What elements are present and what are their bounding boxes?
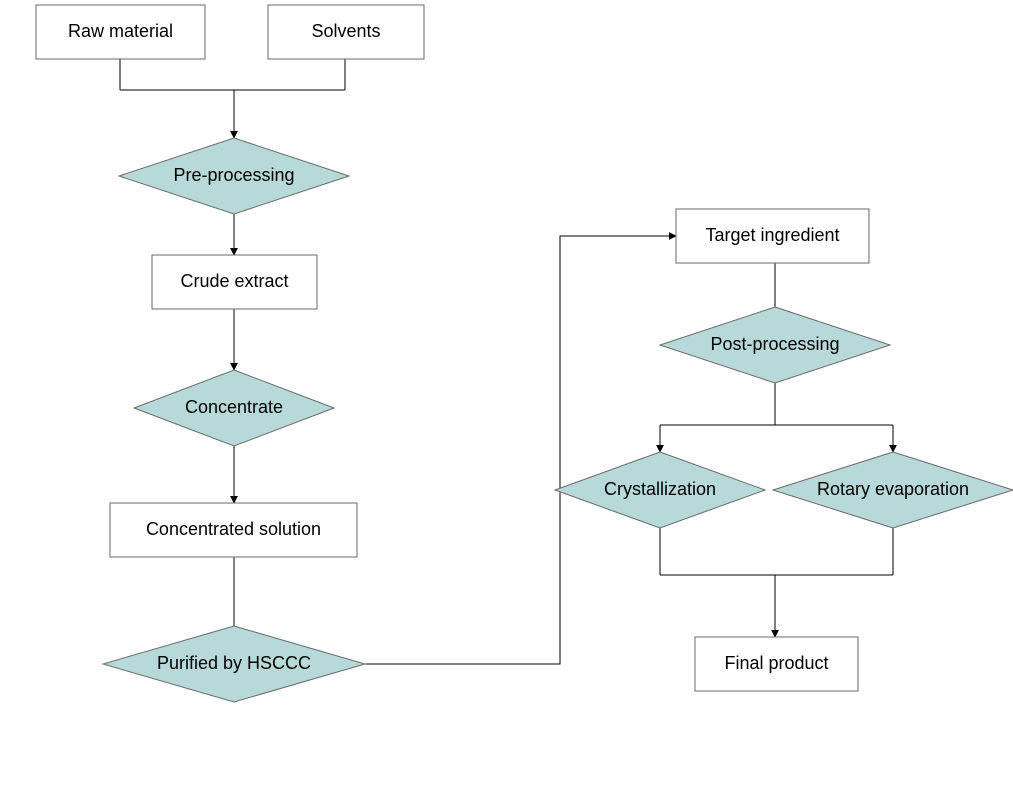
node-label-crude-extract: Crude extract (180, 271, 288, 291)
nodes-group: Raw material Solvents Pre-processing Crude … (36, 5, 1013, 702)
node-label-solvents: Solvents (311, 21, 380, 41)
node-label-raw-material: Raw material (68, 21, 173, 41)
node-raw-material: Raw material (36, 5, 205, 59)
node-target-ingredient: Target ingredient (676, 209, 869, 263)
node-label-concentrate: Concentrate (185, 397, 283, 417)
node-label-post-processing: Post-processing (710, 334, 839, 354)
node-concentrate: Concentrate (134, 370, 334, 446)
flowchart-diagram: Raw material Solvents Pre-processing Crude … (0, 0, 1013, 791)
node-post-processing: Post-processing (660, 307, 890, 383)
node-purified-hsccc: Purified by HSCCC (103, 626, 365, 702)
node-label-target-ingredient: Target ingredient (705, 225, 839, 245)
node-rotary-evaporation: Rotary evaporation (773, 452, 1013, 528)
node-final-product: Final product (695, 637, 858, 691)
node-concentrated-solution: Concentrated solution (110, 503, 357, 557)
node-solvents: Solvents (268, 5, 424, 59)
node-label-purified-hsccc: Purified by HSCCC (157, 653, 311, 673)
node-label-pre-processing: Pre-processing (173, 165, 294, 185)
node-label-rotary-evaporation: Rotary evaporation (817, 479, 969, 499)
node-label-concentrated-solution: Concentrated solution (146, 519, 321, 539)
node-label-final-product: Final product (724, 653, 828, 673)
node-crude-extract: Crude extract (152, 255, 317, 309)
node-pre-processing: Pre-processing (119, 138, 349, 214)
node-label-crystallization: Crystallization (604, 479, 716, 499)
node-crystallization: Crystallization (555, 452, 765, 528)
